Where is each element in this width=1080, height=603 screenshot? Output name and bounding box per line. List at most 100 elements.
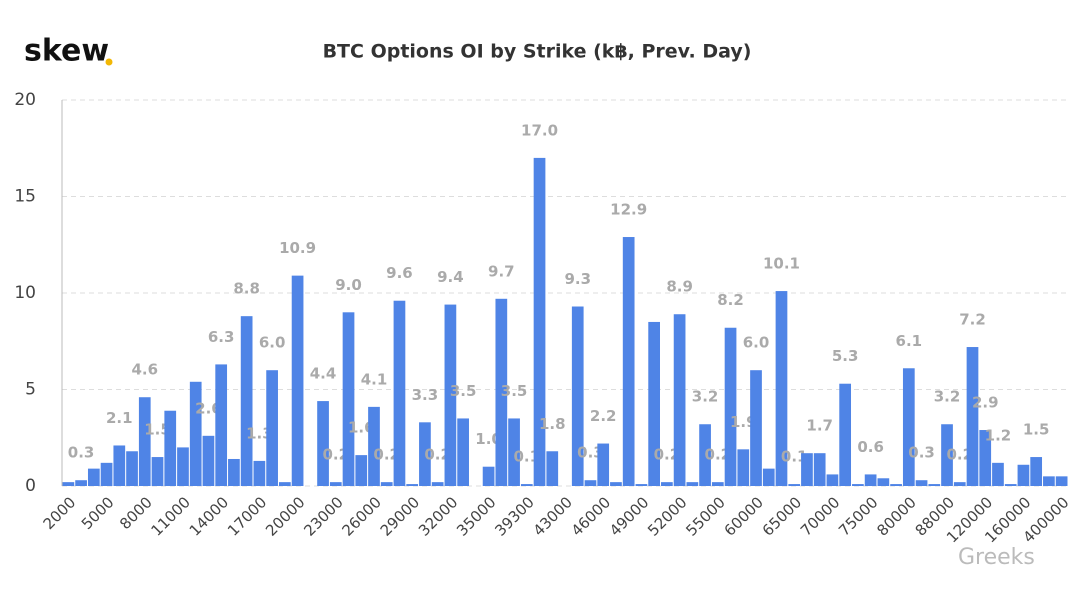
x-tick-label: 23000 [300,493,346,539]
data-label: 9.3 [564,270,591,288]
bar [966,347,979,486]
data-label: 1.9 [730,413,757,431]
bar [355,455,368,486]
data-label: 0.6 [857,438,884,456]
bar [342,312,355,486]
data-label: 3.5 [450,382,477,400]
data-label: 0.3 [908,444,935,462]
bar [953,482,966,486]
bar [775,291,788,486]
data-label: 1.8 [539,415,566,433]
x-tick-label: 11000 [148,493,194,539]
bar [533,157,546,486]
data-label: 0.2 [322,446,349,464]
y-tick-label: 5 [25,380,36,400]
x-tick-label: 35000 [453,493,499,539]
data-label: 17.0 [521,121,558,139]
bar [801,453,813,486]
data-label: 0.2 [946,446,973,464]
x-tick-label: 14000 [186,493,232,539]
data-label: 3.2 [692,388,719,406]
bar [902,368,915,486]
bar [673,314,686,486]
bar [1043,476,1055,486]
x-tick-label: 5000 [78,493,118,533]
data-label: 2.2 [590,407,617,425]
bar [406,484,419,486]
data-label: 3.2 [934,388,961,406]
logo: skew [24,34,109,69]
bar [1055,476,1068,486]
x-tick-label: 20000 [262,493,308,539]
data-label: 1.3 [246,424,273,442]
data-label: 7.2 [959,311,986,329]
x-tick-label: 43000 [530,493,576,539]
data-label: 0.2 [654,446,681,464]
logo-dot [105,58,113,66]
bar [724,327,737,486]
x-tick-label: 52000 [644,493,690,539]
bar [317,401,329,486]
data-label: 9.4 [437,268,464,286]
data-label: 9.7 [488,262,515,280]
chart-title: BTC Options OI by Strike (k฿, Prev. Day) [323,41,752,63]
bar [138,397,151,486]
bar [126,451,138,486]
data-label: 2.9 [972,394,999,412]
bar [87,468,100,486]
data-label: 1.6 [348,419,375,437]
bar [228,458,240,486]
data-label: 6.3 [208,328,235,346]
data-label: 6.1 [896,332,923,350]
y-tick-label: 0 [25,476,36,496]
data-label: 0.2 [705,446,732,464]
bar [100,462,113,486]
data-label: 0.2 [424,446,451,464]
bar [877,478,890,486]
x-tick-label: 17000 [224,493,270,539]
bar [457,418,469,486]
bar [750,370,762,486]
bar [1004,484,1017,486]
bar [151,457,164,486]
data-label: 0.1 [514,448,541,466]
bar [266,370,278,486]
bar [278,482,291,486]
data-label: 1.5 [144,421,171,439]
bar [992,462,1004,486]
data-label: 1.2 [985,426,1012,444]
bar [864,474,877,486]
bar [571,306,584,486]
bar [62,482,75,486]
data-label: 1.7 [806,417,833,435]
bar [520,484,533,486]
x-tick-label: 26000 [339,493,385,539]
y-tick-label: 20 [14,90,36,110]
bar [215,364,228,486]
bar [826,474,839,486]
bar [431,482,444,486]
bar [648,321,660,486]
bar [915,480,928,486]
bar [813,453,826,486]
bar [1030,457,1043,486]
x-tick-label: 29000 [377,493,423,539]
bar [610,482,622,486]
data-label: 6.0 [259,334,286,352]
x-tick-label: 60000 [721,493,767,539]
bar [635,484,648,486]
data-label: 0.3 [577,444,604,462]
x-tick-label: 75000 [835,493,881,539]
data-label: 3.3 [412,386,439,404]
bar [928,484,941,486]
bar [329,482,342,486]
bar [419,422,431,486]
data-label: 9.0 [335,276,362,294]
bar [788,484,801,486]
bar [380,482,393,486]
bar [482,466,495,486]
x-tick-label: 2000 [40,493,80,533]
bar [189,381,202,486]
bar [1017,464,1030,486]
